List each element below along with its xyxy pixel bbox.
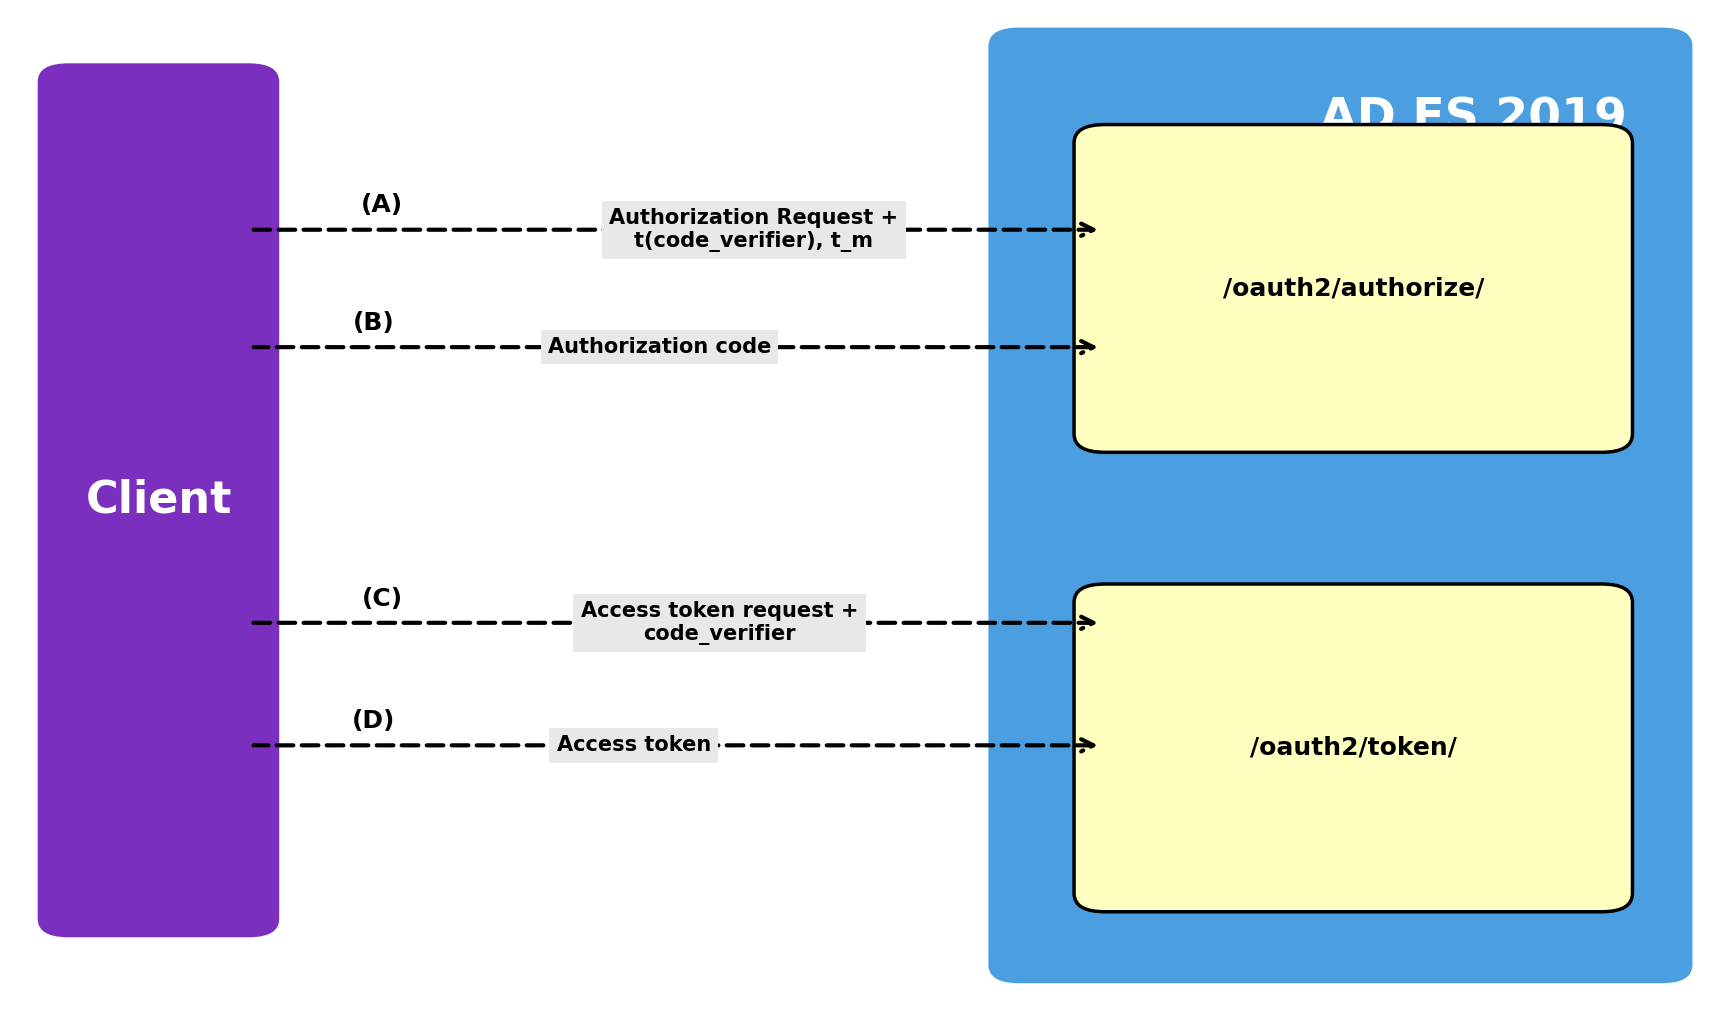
Text: /oauth2/token/: /oauth2/token/ <box>1250 736 1456 760</box>
Text: (B): (B) <box>353 310 394 335</box>
Text: (C): (C) <box>361 586 403 611</box>
FancyBboxPatch shape <box>1074 125 1632 452</box>
Text: Access token request +
code_verifier: Access token request + code_verifier <box>581 600 858 645</box>
Text: Authorization Request +
t(code_verifier), t_m: Authorization Request + t(code_verifier)… <box>610 207 898 252</box>
FancyBboxPatch shape <box>988 28 1692 983</box>
Text: Client: Client <box>86 479 231 522</box>
Text: Authorization code: Authorization code <box>548 337 771 357</box>
Text: AD FS 2019: AD FS 2019 <box>1319 97 1627 142</box>
Text: (D): (D) <box>351 709 396 733</box>
FancyBboxPatch shape <box>38 63 279 937</box>
Text: Access token: Access token <box>557 735 711 756</box>
Text: (A): (A) <box>361 193 403 217</box>
FancyBboxPatch shape <box>1074 584 1632 912</box>
Text: /oauth2/authorize/: /oauth2/authorize/ <box>1223 277 1483 300</box>
